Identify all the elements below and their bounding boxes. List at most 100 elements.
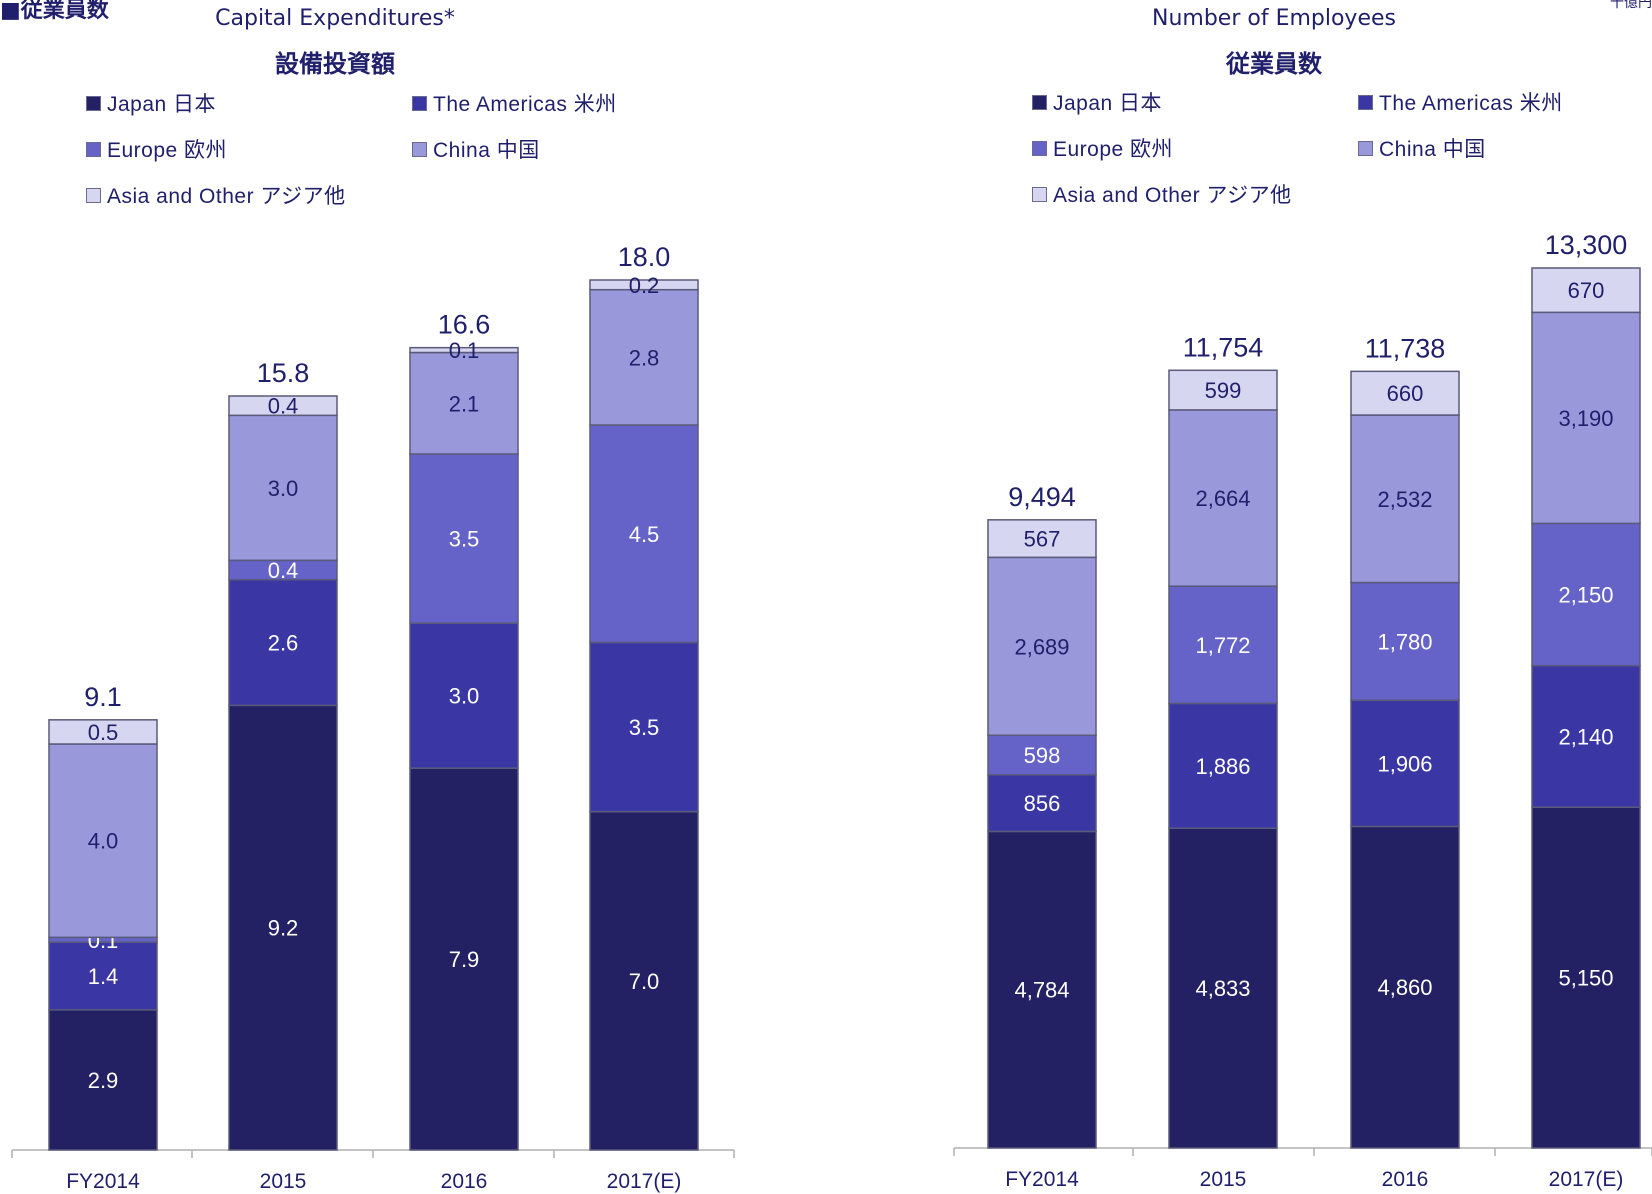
bar-segment-china (48, 743, 158, 939)
bar-segment-europe (1350, 581, 1460, 702)
data-label: 3.5 (449, 527, 480, 552)
legend-label: Japan 日本 (1053, 92, 1163, 115)
bar-segment-americas (589, 641, 699, 813)
data-label: 3.0 (449, 684, 480, 709)
bar-segment-china (1350, 414, 1460, 584)
total-label: 11,738 (1365, 333, 1446, 363)
x-tick-label: 2017(E) (1549, 1168, 1624, 1191)
data-label: 1,780 (1377, 629, 1432, 654)
bar-segment-asia (1350, 370, 1460, 416)
section-header: ■従業員数 (0, 0, 109, 23)
legend-label: Europe 欧州 (1053, 138, 1174, 161)
bar-segment-japan (1350, 825, 1460, 1149)
legend-item-europe: Europe 欧州 (86, 134, 227, 164)
bar-segment-europe (409, 453, 519, 624)
legend-item-europe: Europe 欧州 (1032, 133, 1173, 163)
bar-segment-asia (1168, 369, 1278, 411)
data-label: 4,860 (1377, 975, 1432, 1000)
x-tick-label: 2017(E) (607, 1170, 682, 1193)
data-label: 0.2 (629, 273, 660, 298)
legend-label: The Americas 米州 (1379, 92, 1563, 115)
total-label: 13,300 (1545, 230, 1628, 260)
bar-segment-asia (589, 279, 699, 291)
data-label: 0.4 (268, 394, 299, 419)
bar-segment-asia (987, 519, 1097, 559)
data-label: 2,140 (1558, 724, 1613, 749)
bar-segment-americas (1350, 699, 1460, 828)
legend-swatch-asia (1032, 186, 1047, 202)
chart-subtitle: 従業員数 (1226, 50, 1322, 78)
data-label: 1,906 (1377, 751, 1432, 776)
bar-segment-japan (48, 1009, 158, 1151)
bar-segment-china (1531, 311, 1641, 525)
employees-chart-panel: Number of Employees 従業員数 Japan 日本 The Am… (940, 0, 1652, 1194)
data-label: 599 (1205, 378, 1242, 403)
legend-item-japan: Japan 日本 (1032, 87, 1162, 117)
data-label: 670 (1568, 278, 1605, 303)
bar-segment-china (228, 414, 338, 562)
data-label: 2.9 (88, 1068, 119, 1093)
bar-segment-japan (409, 767, 519, 1151)
legend-item-asia: Asia and Other アジア他 (86, 180, 346, 210)
data-label: 3.0 (268, 476, 299, 501)
bar-segment-europe (1531, 522, 1641, 667)
x-tick-label: FY2014 (1005, 1168, 1079, 1191)
legend-label: Japan 日本 (107, 93, 217, 116)
legend-swatch-europe (86, 141, 101, 157)
data-label: 0.4 (268, 558, 299, 583)
data-label: 2,689 (1014, 634, 1069, 659)
data-label: 1,772 (1195, 633, 1250, 658)
legend-swatch-china (412, 141, 427, 157)
legend-label: Asia and Other アジア他 (1053, 184, 1292, 207)
chart-subtitle: 設備投資額 (275, 50, 395, 78)
data-label: 2,150 (1558, 583, 1613, 608)
bar-segment-americas (48, 941, 158, 1011)
legend-item-americas: The Americas 米州 (412, 88, 617, 118)
data-label: 9.2 (268, 916, 299, 941)
data-label: 1.4 (88, 964, 119, 989)
legend-swatch-europe (1032, 140, 1047, 156)
total-label: 9.1 (84, 682, 122, 712)
bar-segment-china (1168, 409, 1278, 587)
bar-segment-americas (228, 578, 338, 707)
legend-item-china: China 中国 (412, 134, 540, 164)
bar-segment-china (409, 351, 519, 455)
data-label: 3,190 (1558, 406, 1613, 431)
bar-segment-asia (409, 346, 519, 354)
data-label: 856 (1024, 791, 1061, 816)
data-label: 4,784 (1014, 978, 1069, 1003)
data-label: 598 (1024, 743, 1061, 768)
legend-swatch-americas (412, 95, 427, 111)
chart-title: Capital Expenditures* (215, 6, 455, 31)
data-label: 5,150 (1558, 966, 1613, 991)
bar-segment-japan (1531, 806, 1641, 1149)
x-tick-label: 2015 (260, 1170, 307, 1193)
x-tick-label: 2015 (1200, 1168, 1247, 1191)
capex-chart-panel: Capital Expenditures* 設備投資額 Japan 日本 The… (0, 0, 760, 1194)
bar-segment-japan (589, 810, 699, 1151)
bar-segment-europe (589, 424, 699, 644)
total-label: 18.0 (618, 242, 671, 272)
total-label: 9,494 (1008, 482, 1076, 512)
unit-label: 十億円 (1610, 0, 1652, 11)
bar-segment-europe (1168, 585, 1278, 705)
data-label: 2,532 (1377, 487, 1432, 512)
employees-bar-chart: 4,784 856 598 2,689 567 9,494 FY2014 4,833 1,886… (953, 230, 1652, 1191)
bar-segment-asia (1531, 267, 1641, 314)
bar-segment-china (589, 288, 699, 426)
data-label: 2.6 (268, 631, 299, 656)
total-label: 11,754 (1183, 332, 1264, 362)
legend-swatch-americas (1358, 94, 1373, 110)
total-label: 15.8 (257, 358, 310, 388)
data-label: 567 (1024, 527, 1061, 552)
legend-label: China 中国 (1379, 138, 1486, 161)
legend-label: Asia and Other アジア他 (107, 185, 346, 208)
x-tick-label: FY2014 (66, 1170, 140, 1193)
data-label: 1,886 (1195, 754, 1250, 779)
total-label: 16.6 (438, 310, 491, 340)
bar-segment-asia (228, 395, 338, 417)
legend-label: China 中国 (433, 139, 540, 162)
data-label: 0.1 (449, 338, 480, 363)
data-label: 2.1 (449, 391, 480, 416)
x-tick-label: 2016 (441, 1170, 488, 1193)
